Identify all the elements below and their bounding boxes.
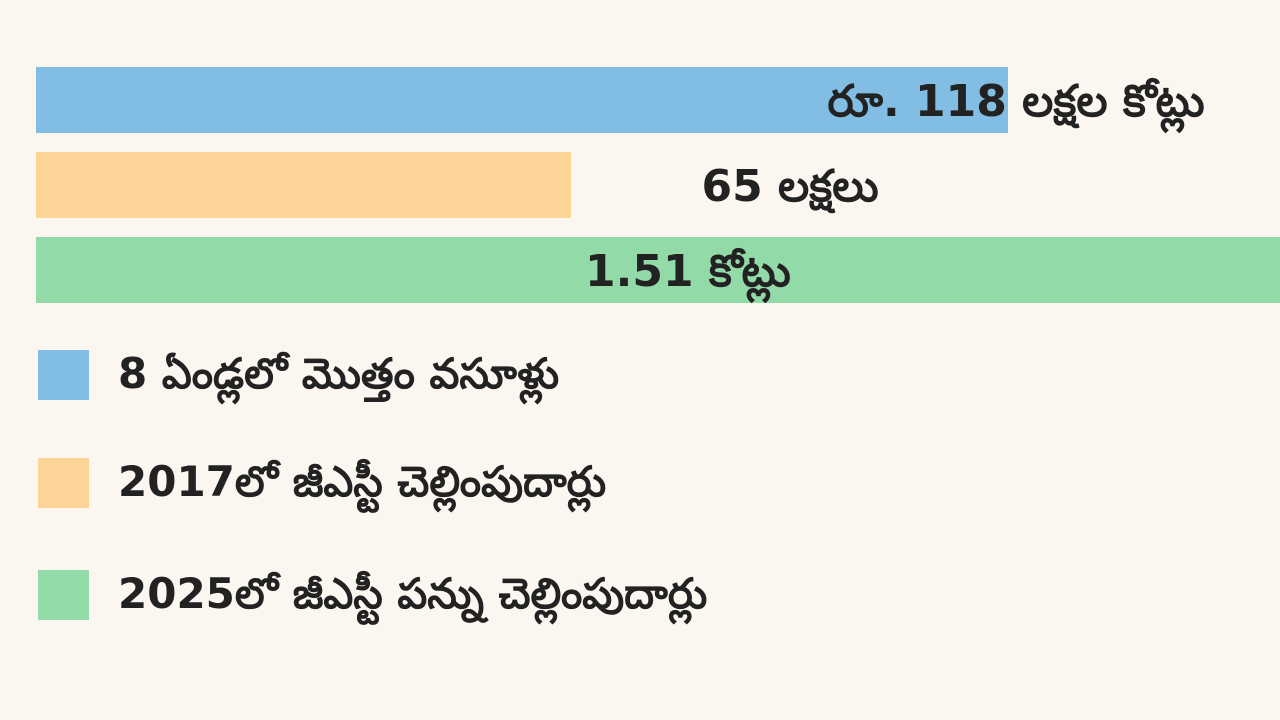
- bar-chart: రూ. 118 లక్షల కోట్లు 65 లక్షలు 1.51 కోట్లు: [0, 0, 1280, 310]
- bar-gst-payers-2025: [36, 237, 1280, 303]
- legend-item-total-collections: 8 ఏండ్లలో మొత్తం వసూళ్లు: [38, 344, 1238, 404]
- legend-label: 8 ఏండ్లలో మొత్తం వసూళ్లు: [118, 349, 560, 398]
- bar-value-label: రూ. 118 లక్షల కోట్లు: [827, 76, 1205, 127]
- legend-swatch-blue: [38, 350, 89, 400]
- legend: 8 ఏండ్లలో మొత్తం వసూళ్లు 2017లో జీఎస్టీ …: [0, 330, 1280, 650]
- legend-label: 2025లో జీఎస్టీ పన్ను చెల్లింపుదార్లు: [118, 569, 708, 618]
- legend-label: 2017లో జీఎస్టీ చెల్లింపుదార్లు: [118, 457, 607, 506]
- legend-item-gst-payers-2025: 2025లో జీఎస్టీ పన్ను చెల్లింపుదార్లు: [38, 564, 1238, 624]
- bar-value-label: 65 లక్షలు: [701, 161, 879, 212]
- legend-swatch-green: [38, 570, 89, 620]
- bar-total-collections: [36, 67, 1008, 133]
- bar-value-label: 1.51 కోట్లు: [585, 246, 791, 297]
- bar-gst-payers-2017: [36, 152, 571, 218]
- legend-swatch-orange: [38, 458, 89, 508]
- legend-item-gst-payers-2017: 2017లో జీఎస్టీ చెల్లింపుదార్లు: [38, 452, 1238, 512]
